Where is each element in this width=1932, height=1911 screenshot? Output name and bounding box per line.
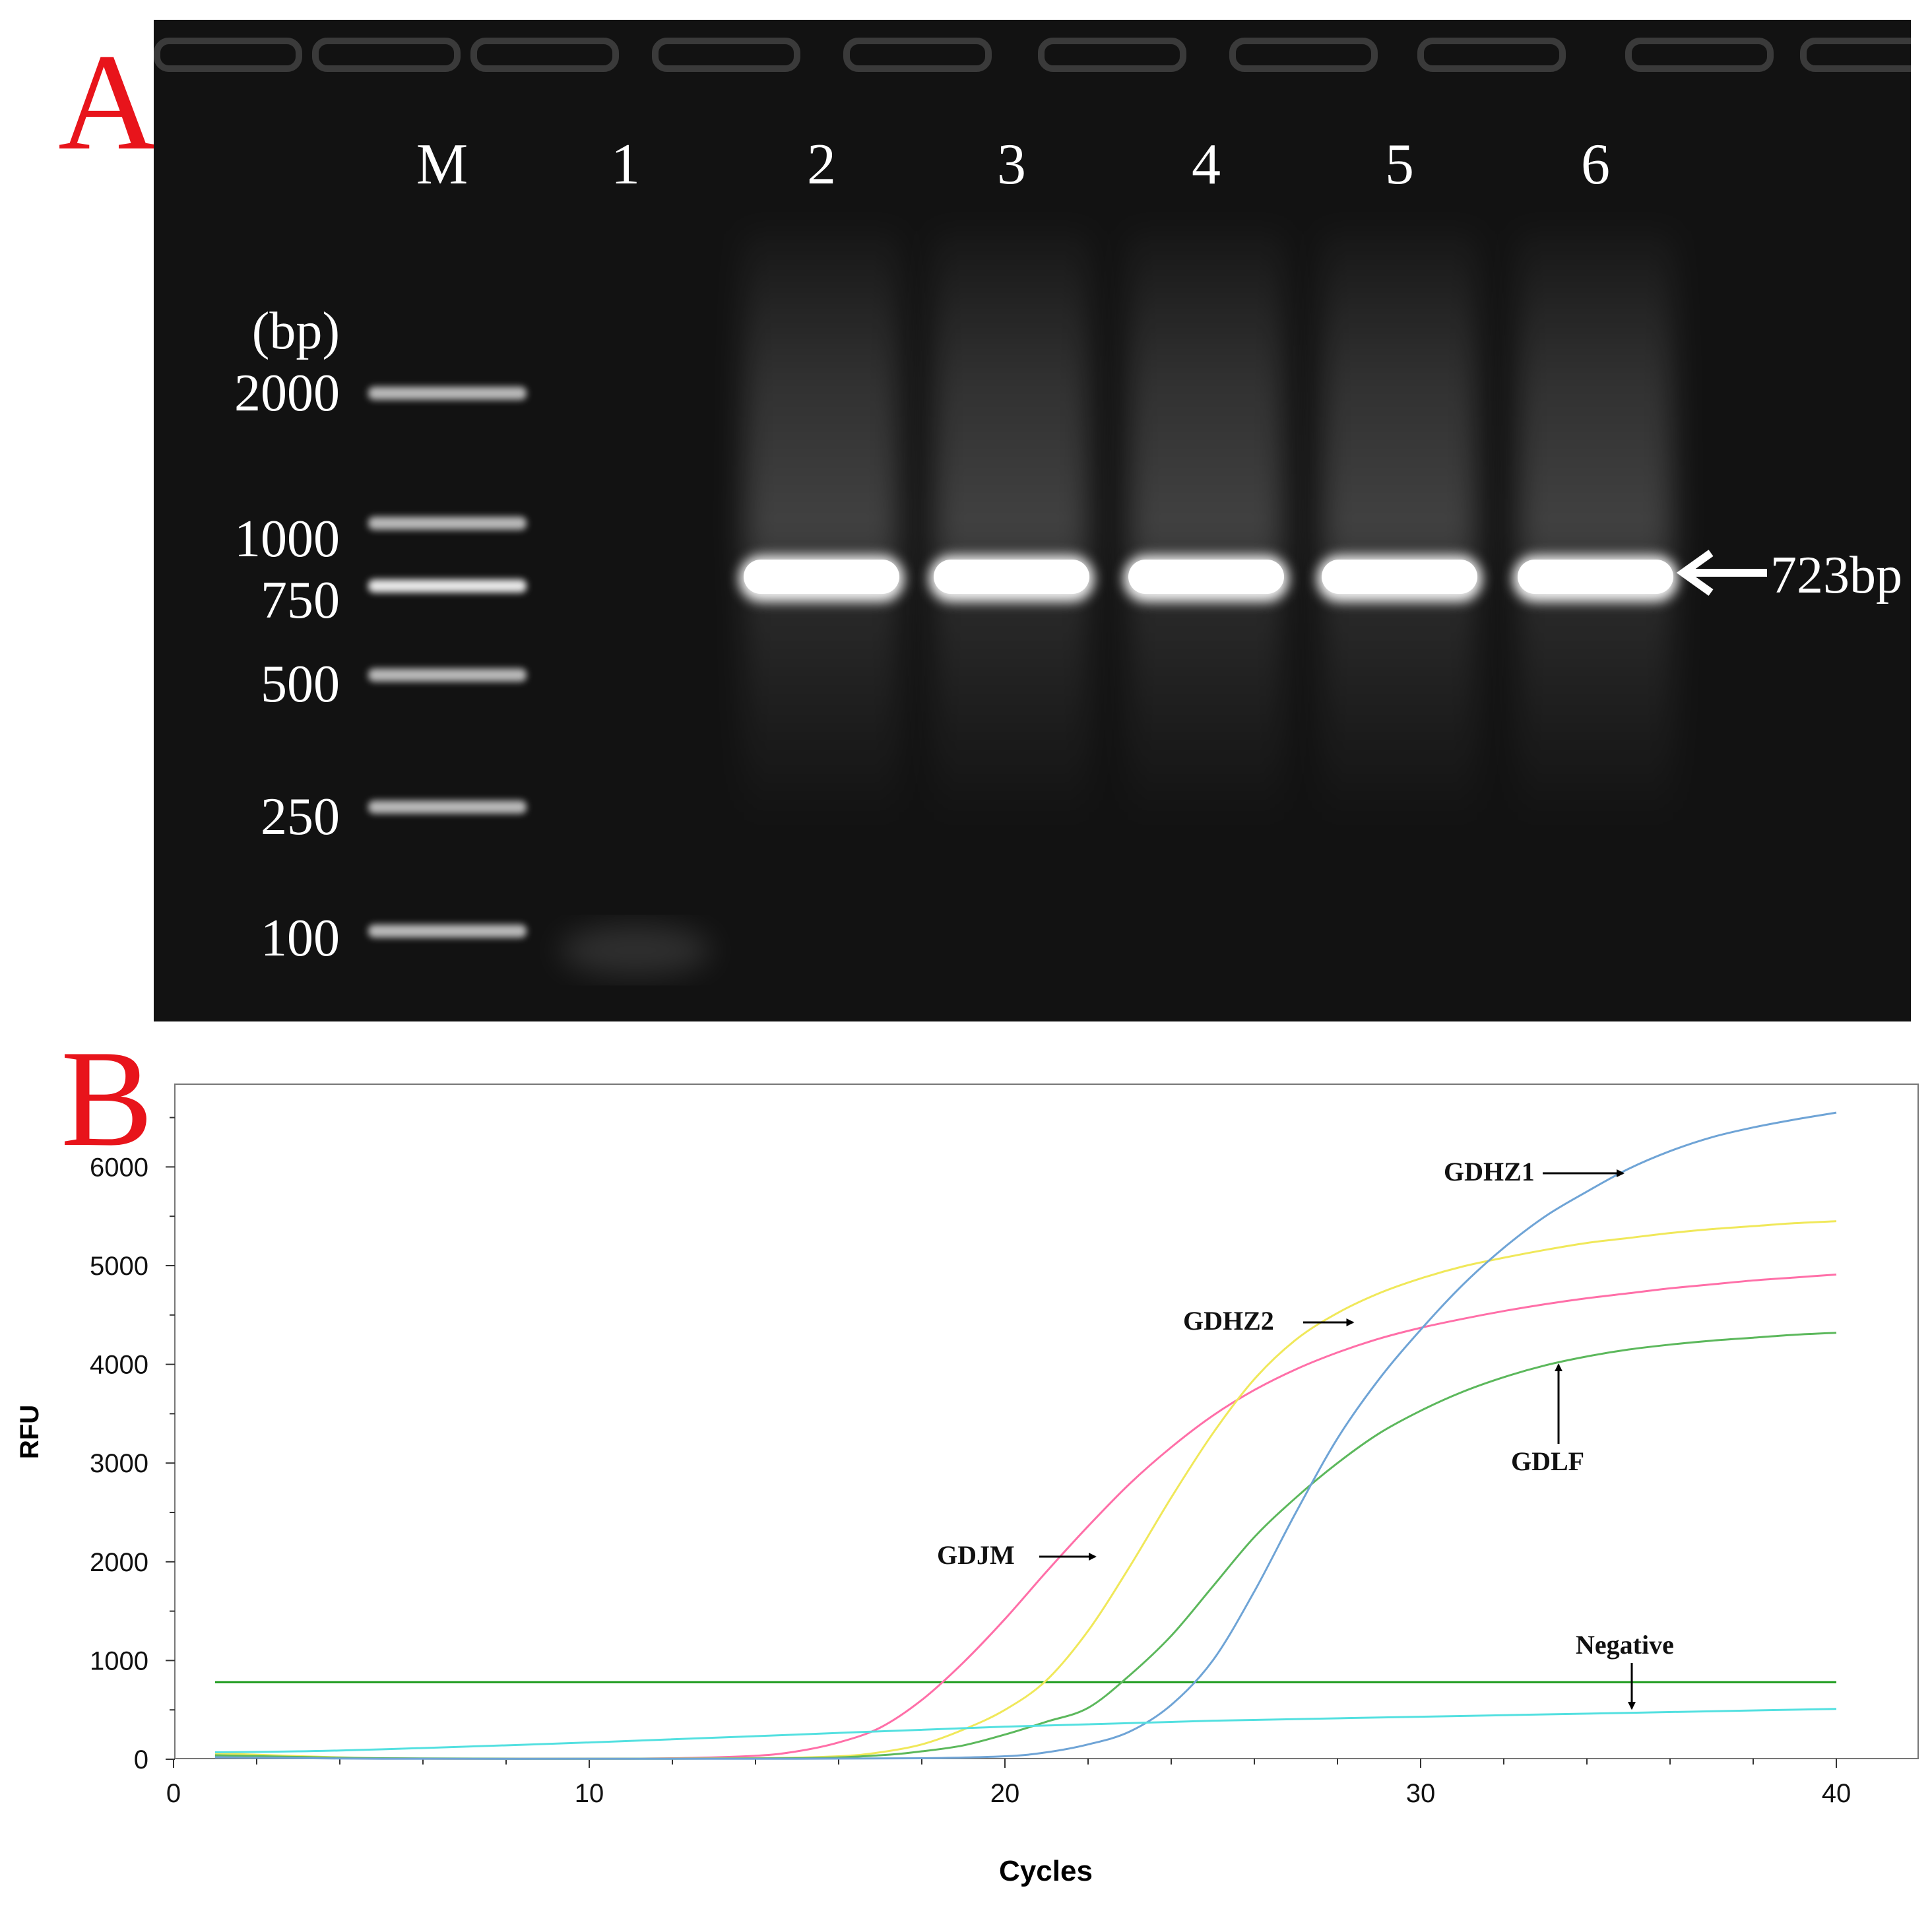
lane-smear [1128, 231, 1284, 825]
y-tick-label: 4000 [90, 1351, 148, 1380]
chart-annotations: GDHZ1 GDHZ2 GDLF GDJM Negative [937, 1157, 1674, 1710]
x-tick-label: 30 [1406, 1779, 1436, 1808]
y-tick-label: 0 [134, 1745, 148, 1774]
ladder-band [368, 800, 527, 814]
chart-axes [166, 1084, 1919, 1768]
ladder-size-label: 750 [261, 571, 340, 630]
product-size-label: 723bp [1770, 546, 1902, 604]
y-tick-label: 6000 [90, 1153, 148, 1182]
lane-label: 4 [1192, 133, 1221, 197]
gel-well [312, 38, 461, 72]
lane-label: 2 [807, 133, 836, 197]
ladder-size-label: 100 [261, 909, 340, 967]
gel-well [154, 38, 302, 72]
series-line-negative [214, 1708, 1837, 1754]
y-axis-label: RFU [15, 1405, 44, 1459]
ladder-band [368, 387, 527, 400]
gel-well [1417, 38, 1566, 72]
panel-a-letter: A [58, 26, 158, 179]
gel-well [1229, 38, 1378, 72]
ladder-size-label: 2000 [234, 364, 340, 422]
annotation-label: GDHZ2 [1183, 1306, 1274, 1336]
ladder-size-label: 500 [261, 655, 340, 713]
gel-lane-smears [560, 231, 1673, 975]
product-band-core [1128, 560, 1284, 594]
gel-image-panel: M 1 2 3 4 5 6 (bp) 2000 1000 750 500 250 100 723bp [154, 20, 1932, 1021]
y-tick-label: 1000 [90, 1646, 148, 1675]
y-tick-label: 5000 [90, 1252, 148, 1281]
lane-smear [1322, 231, 1477, 825]
annotation-label: Negative [1576, 1630, 1674, 1660]
product-arrow [1676, 550, 1767, 596]
gel-well [470, 38, 619, 72]
x-tick-label: 20 [990, 1779, 1020, 1808]
x-tick-label: 10 [575, 1779, 604, 1808]
gel-wells [154, 38, 1932, 72]
ladder-band [368, 668, 527, 682]
product-band-core [1322, 560, 1477, 594]
ladder-band [368, 579, 527, 593]
annotation-label: GDHZ1 [1444, 1157, 1535, 1186]
ladder-bands [368, 387, 527, 938]
gel-well [1800, 38, 1932, 72]
lane-label: 5 [1385, 133, 1414, 197]
chart-series-lines [214, 1111, 1837, 1760]
primer-dimer-glow [560, 925, 711, 975]
gel-well [1625, 38, 1774, 72]
ladder-size-label: 250 [261, 788, 340, 846]
gel-well [843, 38, 992, 72]
x-tick-label: 0 [166, 1779, 181, 1808]
qpcr-amplification-chart: 0 10 20 30 40 0 1000 2000 3000 4000 5000 6000 GDHZ1… [15, 1084, 1919, 1887]
product-band-core [934, 560, 1089, 594]
plot-area [174, 1084, 1919, 1759]
lane-smear [744, 231, 899, 825]
lane-smear [934, 231, 1089, 825]
qpcr-chart-panel: 0 10 20 30 40 0 1000 2000 3000 4000 5000 6000 GDHZ1… [0, 1056, 1932, 1908]
unit-label: (bp) [252, 302, 340, 360]
product-bands [739, 556, 1678, 602]
lane-label: 6 [1581, 133, 1610, 197]
ladder-band [368, 517, 527, 530]
gel-well [652, 38, 800, 72]
lane-smear [1518, 231, 1673, 825]
y-tick-label: 3000 [90, 1449, 148, 1478]
lane-label: 1 [611, 133, 640, 197]
panel-b-letter: B [61, 1022, 154, 1175]
ladder-size-label: 1000 [234, 510, 340, 568]
series-line-gdhz1 [214, 1111, 1837, 1760]
lane-label: M [416, 133, 468, 197]
lane-label: 3 [997, 133, 1026, 197]
y-tick-label: 2000 [90, 1548, 148, 1577]
x-tick-label: 40 [1822, 1779, 1852, 1808]
annotation-label: GDJM [937, 1540, 1015, 1570]
gel-well [1038, 38, 1186, 72]
product-band-core [744, 560, 899, 594]
annotation-label: GDLF [1511, 1446, 1584, 1476]
chart-tick-labels: 0 10 20 30 40 0 1000 2000 3000 4000 5000 6000 [90, 1153, 1851, 1808]
product-band-core [1518, 560, 1673, 594]
ladder-band [368, 924, 527, 938]
x-axis-label: Cycles [999, 1855, 1093, 1887]
